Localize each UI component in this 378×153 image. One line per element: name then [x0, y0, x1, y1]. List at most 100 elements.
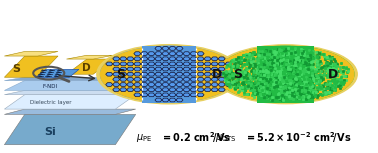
Polygon shape — [5, 51, 58, 56]
Polygon shape — [204, 57, 211, 61]
Wedge shape — [217, 46, 285, 102]
Polygon shape — [155, 78, 162, 81]
Polygon shape — [218, 57, 225, 61]
Polygon shape — [218, 83, 225, 86]
Polygon shape — [176, 72, 183, 76]
Polygon shape — [5, 77, 136, 81]
Polygon shape — [176, 88, 183, 91]
Polygon shape — [134, 57, 141, 61]
Polygon shape — [141, 57, 148, 61]
Polygon shape — [5, 56, 58, 77]
Polygon shape — [141, 88, 148, 91]
Polygon shape — [197, 57, 204, 61]
Polygon shape — [218, 72, 225, 76]
Polygon shape — [155, 47, 162, 50]
Polygon shape — [155, 52, 162, 55]
Polygon shape — [197, 88, 204, 91]
Text: S: S — [116, 68, 125, 81]
Polygon shape — [113, 83, 120, 86]
Polygon shape — [169, 78, 176, 81]
Polygon shape — [176, 98, 183, 102]
Polygon shape — [148, 78, 155, 81]
Polygon shape — [5, 95, 136, 109]
Polygon shape — [113, 67, 120, 71]
Polygon shape — [113, 57, 120, 61]
Polygon shape — [183, 88, 190, 91]
Polygon shape — [155, 72, 162, 76]
Polygon shape — [134, 93, 141, 97]
Polygon shape — [183, 78, 190, 81]
Polygon shape — [169, 52, 176, 55]
Polygon shape — [162, 83, 169, 86]
Polygon shape — [134, 67, 141, 71]
Polygon shape — [211, 72, 218, 76]
Polygon shape — [204, 83, 211, 86]
Polygon shape — [204, 62, 211, 66]
Polygon shape — [225, 72, 232, 76]
Polygon shape — [162, 93, 169, 97]
Polygon shape — [183, 72, 190, 76]
Polygon shape — [134, 88, 141, 91]
Polygon shape — [134, 72, 141, 76]
Polygon shape — [155, 57, 162, 61]
Polygon shape — [155, 67, 162, 71]
Polygon shape — [169, 67, 176, 71]
Polygon shape — [134, 83, 141, 86]
Text: D: D — [328, 68, 338, 81]
Polygon shape — [218, 67, 225, 71]
Polygon shape — [225, 83, 232, 86]
Polygon shape — [127, 67, 134, 71]
Polygon shape — [113, 78, 120, 81]
Polygon shape — [211, 57, 218, 61]
Polygon shape — [197, 72, 204, 76]
Polygon shape — [113, 72, 120, 76]
Text: $\mu_{\mathrm{PE}}$: $\mu_{\mathrm{PE}}$ — [136, 132, 152, 144]
Polygon shape — [5, 109, 136, 114]
Polygon shape — [204, 67, 211, 71]
Polygon shape — [127, 83, 134, 86]
Polygon shape — [183, 57, 190, 61]
Polygon shape — [148, 62, 155, 66]
Polygon shape — [120, 78, 127, 81]
Polygon shape — [113, 88, 120, 91]
Circle shape — [214, 45, 357, 104]
Text: S: S — [233, 68, 242, 81]
Polygon shape — [225, 62, 232, 66]
Polygon shape — [106, 83, 113, 86]
Polygon shape — [36, 69, 79, 78]
Polygon shape — [176, 47, 183, 50]
Polygon shape — [218, 88, 225, 91]
Polygon shape — [190, 62, 197, 66]
Polygon shape — [106, 72, 113, 76]
Polygon shape — [169, 72, 176, 76]
Polygon shape — [155, 93, 162, 97]
Polygon shape — [190, 57, 197, 61]
Polygon shape — [127, 62, 134, 66]
Polygon shape — [141, 93, 148, 97]
Polygon shape — [176, 57, 183, 61]
Polygon shape — [141, 72, 148, 76]
Polygon shape — [190, 72, 197, 76]
Polygon shape — [211, 62, 218, 66]
Polygon shape — [120, 57, 127, 61]
Text: F-NDI: F-NDI — [43, 84, 58, 89]
Polygon shape — [162, 62, 169, 66]
Circle shape — [101, 46, 237, 102]
Wedge shape — [169, 46, 237, 102]
Polygon shape — [183, 52, 190, 55]
Polygon shape — [120, 88, 127, 91]
Text: D: D — [82, 63, 90, 73]
Polygon shape — [113, 62, 120, 66]
Polygon shape — [190, 93, 197, 97]
Polygon shape — [197, 93, 204, 97]
Wedge shape — [285, 46, 354, 102]
Text: $\mu_{\mathrm{OTS}}$: $\mu_{\mathrm{OTS}}$ — [215, 132, 237, 144]
Polygon shape — [190, 67, 197, 71]
Polygon shape — [106, 62, 113, 66]
Polygon shape — [169, 62, 176, 66]
Polygon shape — [162, 98, 169, 102]
Polygon shape — [127, 78, 134, 81]
Polygon shape — [127, 88, 134, 91]
Polygon shape — [211, 78, 218, 81]
Polygon shape — [120, 67, 127, 71]
